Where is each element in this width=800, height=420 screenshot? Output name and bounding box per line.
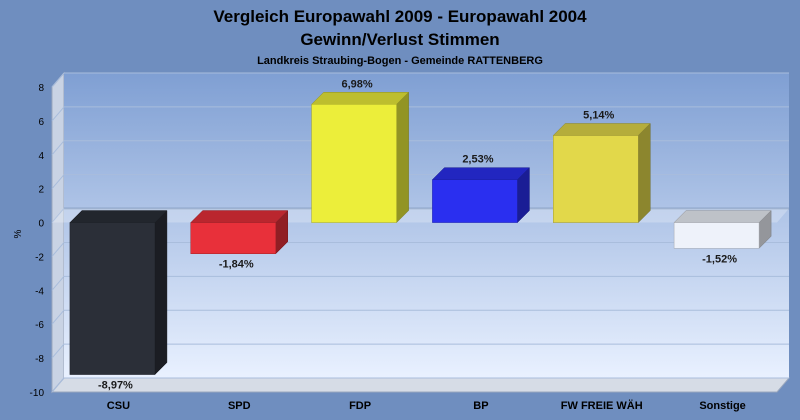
x-axis-categories: CSU SPD FDP BP FW FREIE WÄH Sonstige (107, 399, 746, 412)
category-label: FW FREIE WÄH (561, 399, 643, 412)
grid-line-side (51, 106, 65, 122)
bar-top (69, 210, 168, 223)
y-tick-label: 2 (38, 185, 44, 196)
grid-line-side (51, 377, 65, 393)
bar-front (432, 179, 518, 223)
bar-sonstige (673, 209, 772, 249)
bar-side (154, 209, 168, 376)
grid-line-side (51, 208, 65, 223)
value-label: -1,52% (702, 253, 737, 265)
y-tick-label: -6 (35, 320, 44, 331)
bars (69, 91, 772, 376)
value-labels: -8,97% -1,84% 6,98% 2,53% 5,14% -1,52% (98, 78, 737, 391)
value-label: 2,53% (462, 154, 493, 166)
y-axis-ticks: 8 6 4 2 0 -2 -4 -6 -8 -10 (30, 83, 45, 399)
y-tick-label: -2 (35, 252, 44, 263)
bar-csu (69, 209, 168, 376)
bar-fdp (310, 91, 410, 224)
grid-line-side (51, 72, 65, 88)
plot-back-wall (64, 73, 789, 378)
category-label: SPD (228, 400, 251, 412)
bar-bp (431, 167, 531, 224)
plot-floor (50, 377, 791, 393)
category-label: Sonstige (699, 400, 745, 412)
bar-front (190, 222, 276, 254)
value-label: 5,14% (583, 109, 614, 121)
category-label: FDP (349, 400, 371, 412)
bar-side (638, 122, 651, 224)
bar-front (673, 222, 760, 249)
category-label: CSU (107, 400, 130, 412)
bar-fw-freie-w-h (552, 122, 651, 224)
y-tick-label: -4 (35, 286, 44, 297)
grid-line-side (51, 174, 65, 189)
chart-caption: Landkreis Straubing-Bogen - Gemeinde RAT… (257, 55, 543, 67)
bar-top (673, 210, 772, 223)
grid-line-side (51, 343, 65, 359)
bar-front (553, 135, 639, 223)
grid-line-side (51, 140, 65, 156)
bar-top (190, 210, 289, 223)
plot-side-wall (51, 71, 65, 394)
bar-spd (190, 209, 289, 255)
y-tick-label: -8 (35, 354, 44, 365)
bar-top (310, 92, 410, 105)
bar-top (552, 123, 651, 136)
y-tick-label: -10 (30, 388, 45, 399)
y-tick-label: 4 (38, 151, 44, 162)
value-label: -1,84% (219, 259, 254, 271)
bar-front (311, 104, 397, 223)
bar-front (69, 222, 156, 375)
y-axis-label: % (13, 229, 24, 238)
value-label: 6,98% (341, 78, 372, 90)
bar-side (396, 91, 409, 224)
y-tick-label: 8 (38, 83, 44, 94)
y-tick-label: 6 (38, 117, 44, 128)
value-label: -8,97% (98, 380, 133, 392)
y-tick-label: 0 (38, 219, 44, 230)
category-label: BP (473, 400, 488, 412)
grid-line-side (51, 276, 65, 291)
grid-line-side (51, 242, 65, 257)
chart-title: Vergleich Europawahl 2009 - Europawahl 2… (213, 7, 587, 26)
bar-top (431, 167, 531, 180)
chart-subtitle: Gewinn/Verlust Stimmen (300, 30, 499, 49)
grid-line-side (51, 309, 65, 325)
